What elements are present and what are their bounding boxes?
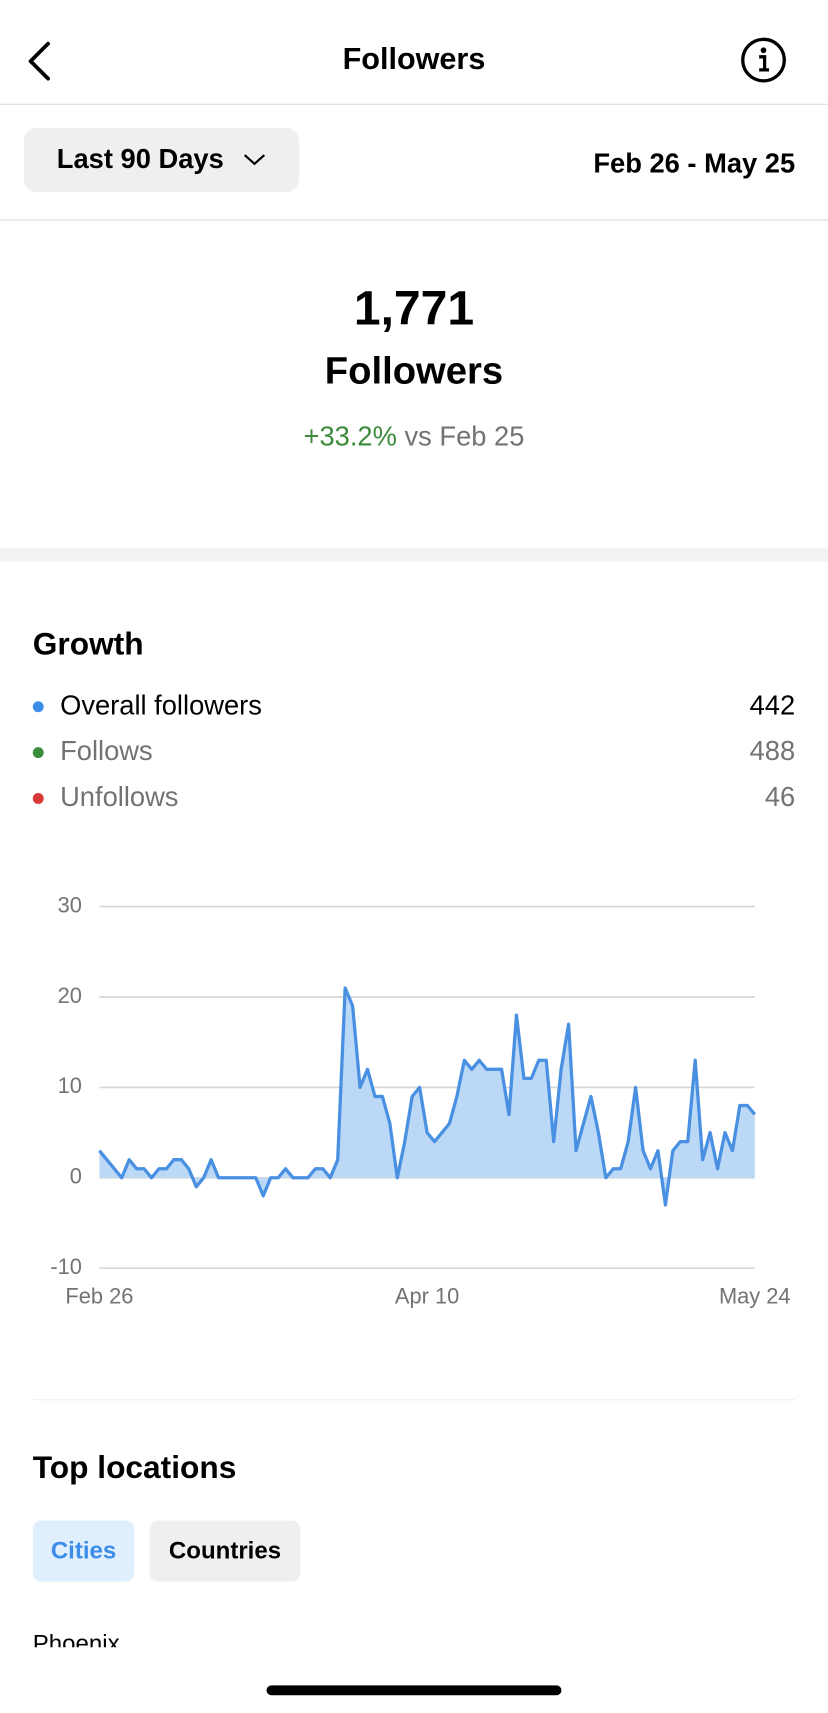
change: +33.2% (303, 421, 397, 453)
location-name: Phoenix (32, 1629, 120, 1648)
area (99, 987, 755, 1205)
divider (32, 1399, 796, 1401)
page-title: Followers (342, 41, 486, 76)
legend-value: 442 (749, 690, 796, 721)
legend-name: Unfollows (60, 782, 179, 813)
divider (0, 103, 828, 105)
growth-title: Growth (32, 626, 144, 662)
back-button[interactable] (24, 39, 55, 83)
legend-name: Follows (60, 736, 153, 767)
divider (0, 219, 828, 221)
range-label: Last 90 Days (56, 144, 224, 175)
y-tick-label: 20 (58, 983, 82, 1008)
follower-count: 1,771 (353, 281, 475, 336)
x-tick-label: May 24 (719, 1283, 791, 1308)
legend-dot (32, 701, 44, 713)
home-indicator (266, 1685, 562, 1696)
info-button[interactable] (739, 36, 787, 84)
legend-dot (32, 793, 44, 804)
x-tick-label: Apr 10 (395, 1283, 459, 1308)
legend-value: 488 (749, 736, 796, 767)
line (98, 986, 757, 1207)
date-range: Feb 26 - May 25 (593, 148, 796, 180)
y-tick-label: 0 (70, 1164, 82, 1189)
tab-cities[interactable]: Cities (32, 1520, 135, 1582)
locations-title: Top locations (32, 1450, 237, 1486)
legend-name: Overall followers (60, 690, 262, 721)
comparison: vs Feb 25 (404, 421, 525, 453)
change-line: +33.2% vs Feb 25 (0, 422, 828, 454)
chart: 30 20 10 0 -10 Feb 26 Apr 10 May 24 (50, 892, 791, 1308)
section-gap (0, 548, 828, 562)
tab-countries[interactable]: Countries (149, 1520, 301, 1582)
y-tick-label: -10 (50, 1254, 82, 1279)
y-tick-label: 10 (58, 1073, 82, 1098)
legend-dot (32, 747, 44, 759)
follower-label: Followers (324, 349, 504, 393)
legend-value: 46 (764, 782, 796, 813)
chevron (243, 154, 266, 166)
y-tick-label: 30 (58, 892, 82, 917)
range-dropdown[interactable]: Last 90 Days (24, 127, 300, 193)
x-tick-label: Feb 26 (65, 1283, 133, 1308)
